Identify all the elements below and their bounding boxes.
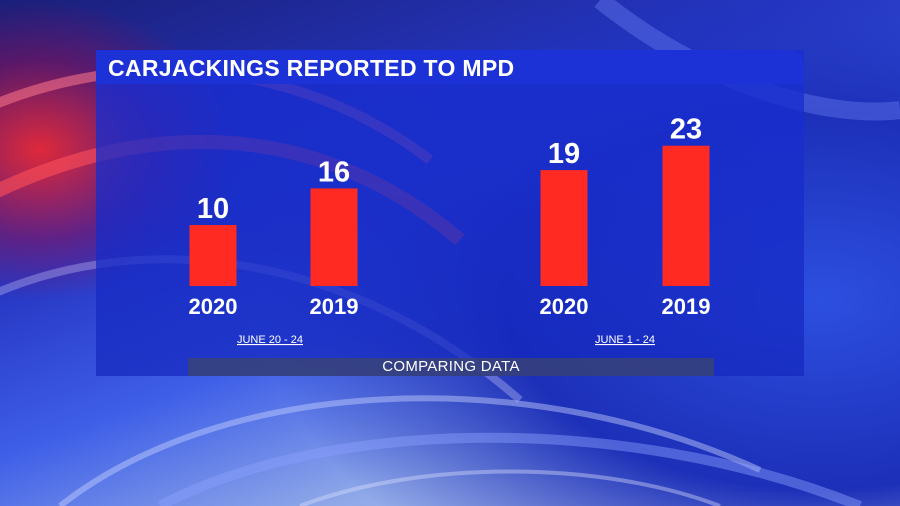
bar-value-label: 16 (318, 156, 350, 188)
bar-value-label: 10 (197, 193, 229, 225)
year-label: 2019 (310, 294, 359, 319)
bar-chart: 10 2020 16 2019 JUNE 20 - 24 19 2020 23 2019 JUNE… (189, 114, 711, 346)
footer-bar: COMPARING DATA (188, 358, 714, 376)
bar-2020-group-2 (540, 170, 588, 286)
bar-2020-group-1 (189, 225, 237, 286)
year-label: 2019 (662, 294, 711, 319)
date-range-label: JUNE 1 - 24 (595, 334, 655, 346)
bar-2019-group-2 (662, 145, 710, 286)
year-label: 2020 (540, 294, 589, 319)
year-label: 2020 (189, 294, 238, 319)
bar-value-label: 19 (548, 138, 580, 170)
date-range-label: JUNE 20 - 24 (237, 334, 303, 346)
bar-2019-group-1 (310, 188, 358, 286)
chart-title: CARJACKINGS REPORTED TO MPD (108, 55, 515, 81)
footer-label: COMPARING DATA (382, 358, 520, 375)
title-bar: CARJACKINGS REPORTED TO MPD (96, 50, 804, 84)
bar-value-label: 23 (670, 114, 702, 146)
